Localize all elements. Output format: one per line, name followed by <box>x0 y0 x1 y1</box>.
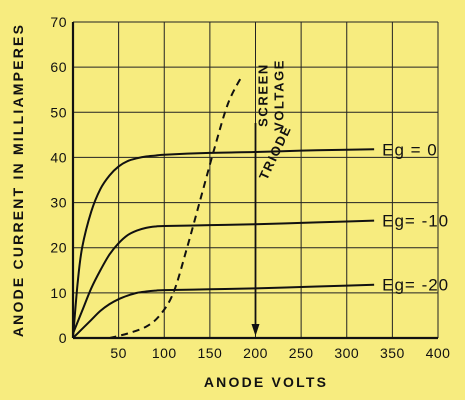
y-axis-title: ANODE CURRENT IN MILLIAMPERES <box>10 23 26 337</box>
x-tick-label: 150 <box>197 345 222 361</box>
series-line <box>109 75 243 339</box>
curves <box>72 75 375 339</box>
x-tick-label: 300 <box>334 345 359 361</box>
series-line <box>72 219 375 334</box>
curve-label: Eg = 0 <box>382 140 438 159</box>
x-tick-label: 400 <box>426 345 451 361</box>
y-tick-label: 20 <box>50 240 67 256</box>
y-tick-label: 60 <box>50 59 67 75</box>
screen-voltage-arrowhead <box>251 324 260 336</box>
x-tick-label: 100 <box>152 345 177 361</box>
axes <box>71 22 438 340</box>
y-tick-labels: 0 10 20 30 40 50 60 70 <box>50 14 67 346</box>
y-tick-label: 0 <box>59 330 67 346</box>
screen-voltage-word: SCREEN <box>256 63 271 127</box>
curve-labels: Eg = 0 Eg= -10 Eg= -20 <box>382 140 449 295</box>
screen-voltage-word: VOLTAGE <box>272 59 287 131</box>
x-tick-label: 250 <box>289 345 314 361</box>
screen-voltage-label: SCREEN VOLTAGE <box>256 59 287 131</box>
x-tick-label: 200 <box>243 345 268 361</box>
x-tick-label: 50 <box>110 345 127 361</box>
y-tick-label: 50 <box>50 104 67 120</box>
y-tick-label: 70 <box>50 14 67 30</box>
curve-label: Eg= -20 <box>382 276 449 295</box>
y-tick-label: 30 <box>50 195 67 211</box>
x-tick-label: 350 <box>380 345 405 361</box>
series-line <box>72 148 375 339</box>
y-tick-label: 10 <box>50 285 67 301</box>
y-tick-label: 40 <box>50 149 67 165</box>
curve-label: Eg= -10 <box>382 212 449 231</box>
series-line <box>72 283 375 339</box>
x-tick-labels: 50 100 150 200 250 300 350 400 <box>110 345 450 361</box>
x-axis-title: ANODE VOLTS <box>204 374 328 390</box>
